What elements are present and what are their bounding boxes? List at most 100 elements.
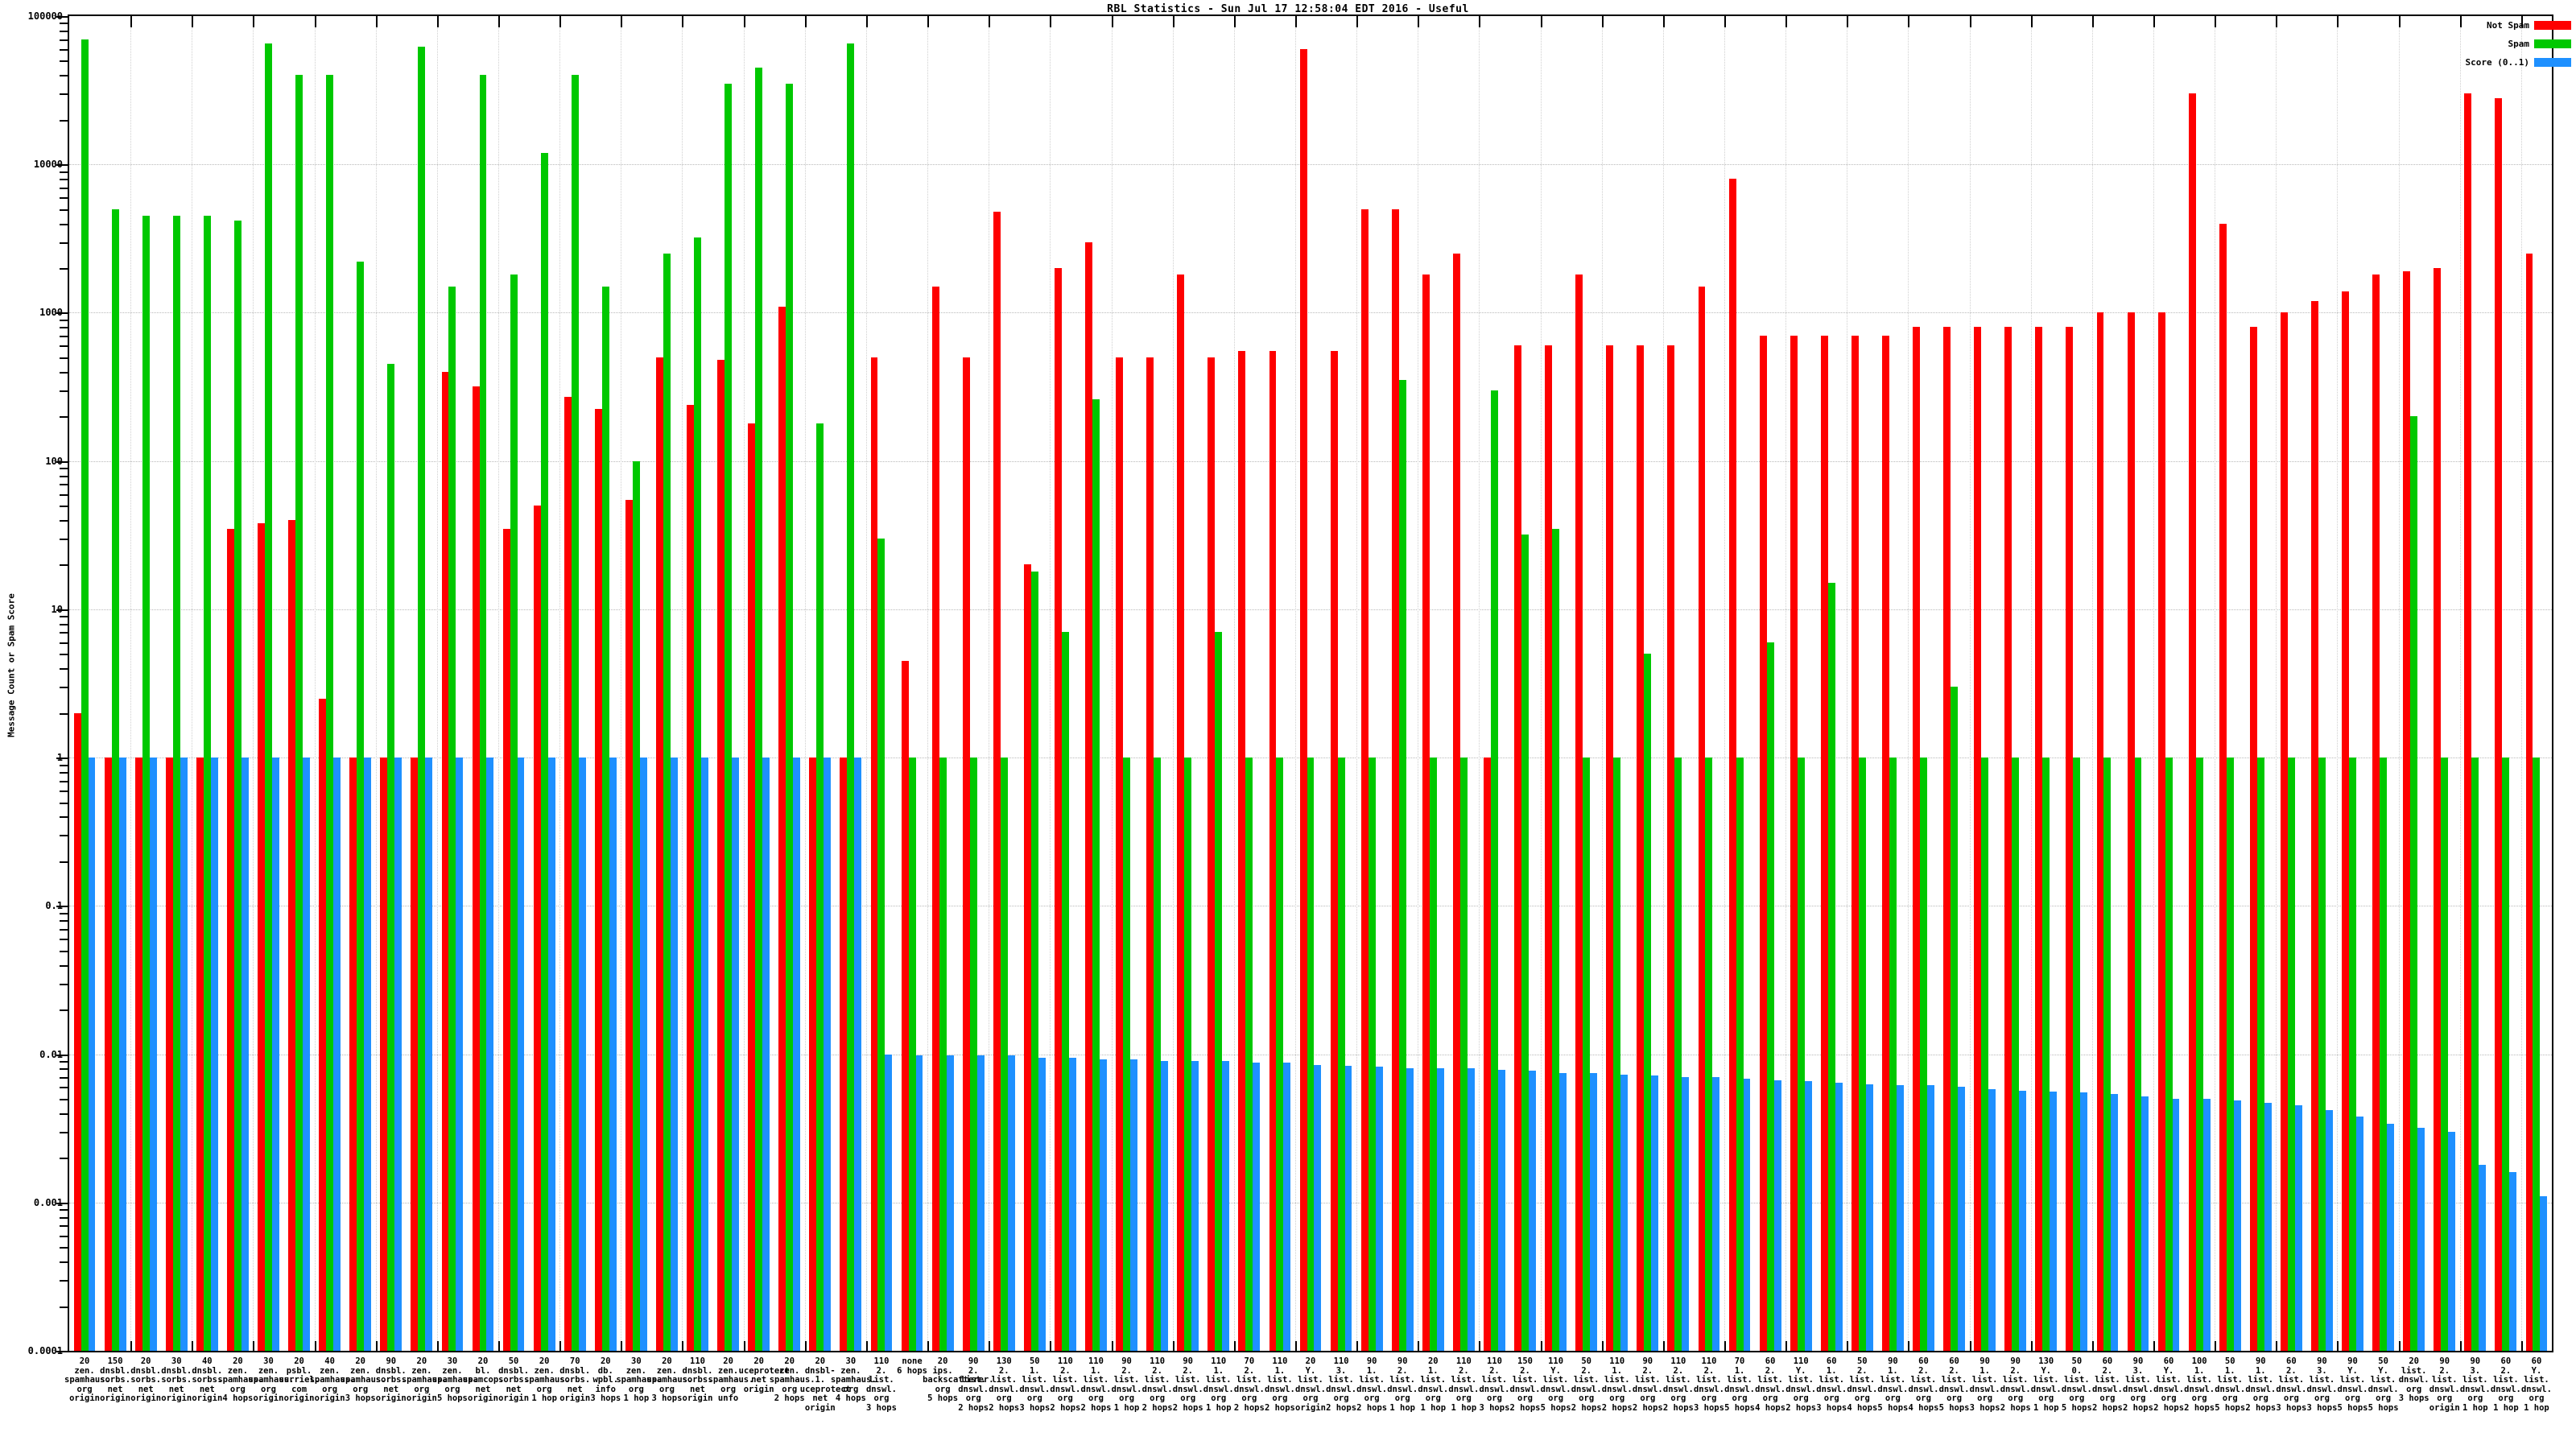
x-axis-label: 60 2. list. dnswl. org 4 hops [1755, 1356, 1786, 1413]
x-tick-bottom [989, 1341, 991, 1352]
legend-swatch [2534, 21, 2571, 30]
x-axis-label: 110 1. list. dnswl. org 2 hops [1264, 1356, 1295, 1413]
bar-spam [233, 220, 242, 1351]
bar-spam [1797, 758, 1805, 1351]
x-axis-label: 110 1. list. dnswl. org 2 hops [1601, 1356, 1633, 1413]
x-tick-bottom [1662, 1341, 1665, 1352]
bar-score [271, 758, 279, 1351]
y-minor-tick [60, 764, 69, 766]
bar-spam [1736, 758, 1744, 1351]
y-minor-tick [60, 1068, 69, 1071]
x-tick-top [1479, 16, 1481, 27]
y-minor-tick [60, 179, 69, 181]
bar-not-spam [411, 758, 419, 1351]
y-minor-tick [60, 187, 69, 189]
y-tick-label: 10000 [33, 159, 63, 171]
y-minor-tick [60, 1247, 69, 1249]
bar-spam [1429, 758, 1437, 1351]
legend-item[interactable]: Score (0..1) [2370, 56, 2571, 68]
bar-score [1161, 1061, 1169, 1351]
bar-spam [724, 84, 733, 1351]
bar-not-spam [1974, 327, 1982, 1351]
bar-score [1222, 1061, 1230, 1351]
bar-not-spam [349, 758, 357, 1351]
x-tick-top [1847, 16, 1849, 27]
y-minor-tick [60, 939, 69, 941]
page-title: RBL Statistics - Sun Jul 17 12:58:04 EDT… [1107, 3, 1469, 15]
bar-spam [1215, 632, 1223, 1351]
bar-score [1038, 1057, 1046, 1351]
y-minor-tick [60, 1077, 69, 1080]
x-tick-top [989, 16, 991, 27]
vertical-gridline [804, 16, 806, 1351]
x-tick-bottom [436, 1341, 439, 1352]
x-axis-label: 20 psbl. surriel. com origin [279, 1356, 320, 1403]
vertical-gridline [2337, 16, 2339, 1351]
y-minor-tick [60, 861, 69, 863]
bar-score [2264, 1102, 2272, 1351]
x-tick-top [621, 16, 623, 27]
y-tick-label: 0.0001 [27, 1345, 63, 1356]
x-axis-label: 110 2. list. dnswl. org 1 hop [1448, 1356, 1480, 1413]
y-minor-tick [60, 964, 69, 967]
x-tick-bottom [1908, 1341, 1910, 1352]
bar-spam [1766, 642, 1774, 1351]
y-minor-tick [60, 208, 69, 211]
y-minor-tick [60, 267, 69, 270]
x-axis-label: 70 2. list. dnswl. org 2 hops [1233, 1356, 1265, 1413]
bar-score [2172, 1099, 2180, 1351]
y-minor-tick [60, 345, 69, 348]
y-minor-tick [60, 1060, 69, 1063]
y-minor-tick [60, 242, 69, 244]
bar-spam [2533, 758, 2541, 1351]
bar-not-spam [1606, 345, 1614, 1351]
bar-spam [847, 43, 855, 1351]
bar-score [88, 758, 96, 1351]
x-axis-label: 50 Y. list. dnswl. org 5 hops [2368, 1356, 2399, 1413]
bar-not-spam [1484, 758, 1491, 1351]
x-tick-bottom [743, 1341, 745, 1352]
bar-spam [326, 75, 334, 1351]
y-minor-tick [60, 790, 69, 792]
x-axis-label: 110 dnsbl. sorbs. net origin [682, 1356, 713, 1403]
bar-score [1712, 1077, 1720, 1351]
bar-spam [1951, 687, 1959, 1351]
vertical-gridline [1724, 16, 1725, 1351]
x-tick-bottom [804, 1341, 807, 1352]
y-minor-tick [60, 171, 69, 173]
bar-spam [479, 75, 487, 1351]
x-axis-label: 90 2. list. dnswl. org 2 hops [2000, 1356, 2031, 1413]
bar-not-spam [1913, 327, 1920, 1351]
bar-not-spam [1116, 357, 1124, 1351]
y-tick [56, 164, 69, 167]
y-minor-tick [60, 357, 69, 359]
legend-swatch [2534, 58, 2571, 67]
bar-not-spam [1299, 48, 1307, 1351]
y-tick-label: 0.01 [39, 1048, 63, 1060]
x-tick-top [2459, 16, 2462, 27]
bar-score [1682, 1077, 1690, 1351]
x-tick-bottom [1785, 1341, 1788, 1352]
bar-spam [786, 84, 794, 1351]
x-tick-bottom [2153, 1341, 2156, 1352]
bar-spam [1613, 758, 1621, 1351]
bar-score [517, 758, 525, 1351]
bar-spam [755, 67, 763, 1351]
x-axis-label: 90 3. list. dnswl. org 2 hops [2123, 1356, 2153, 1413]
bar-spam [969, 758, 977, 1351]
x-axis-label: 20 db. wpbl. info 3 hops [590, 1356, 621, 1403]
x-axis-label: 30 zen. spamhaus. org 1 hop [616, 1356, 663, 1403]
legend-item[interactable]: Not Spam [2370, 19, 2571, 31]
x-tick-top [865, 16, 868, 27]
bar-spam [2012, 758, 2020, 1351]
bar-spam [663, 254, 671, 1351]
legend-item[interactable]: Spam [2370, 38, 2571, 50]
bar-spam [816, 423, 824, 1351]
bar-not-spam [1238, 351, 1246, 1351]
x-tick-bottom [1294, 1341, 1297, 1352]
bar-score [2479, 1164, 2487, 1351]
bar-score [2141, 1096, 2149, 1351]
y-minor-tick [60, 319, 69, 321]
bar-not-spam [1452, 254, 1460, 1351]
x-tick-bottom [2459, 1341, 2462, 1352]
